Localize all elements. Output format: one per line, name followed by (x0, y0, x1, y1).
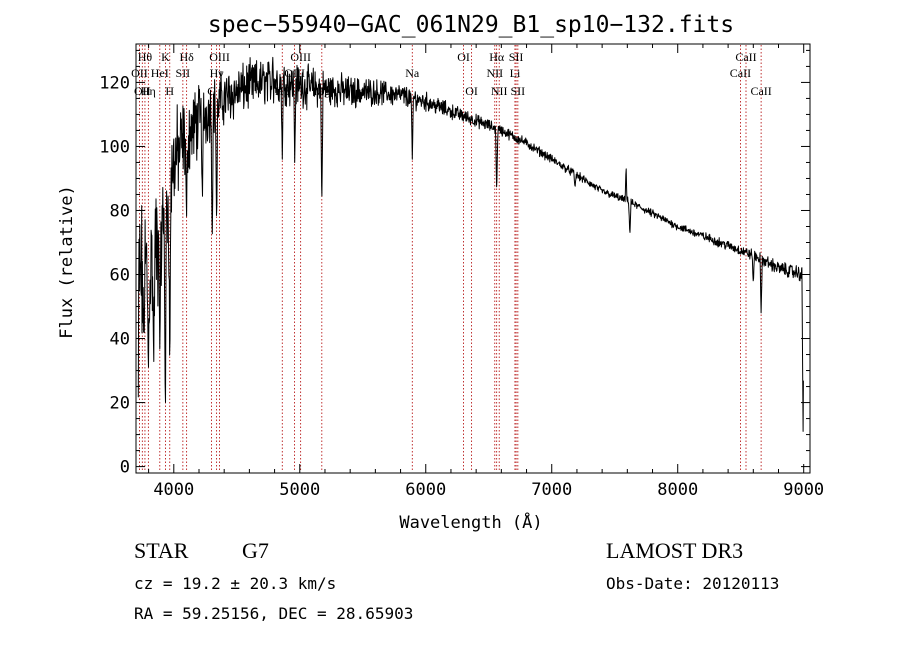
spectrum-line (137, 56, 804, 432)
line-marker-label: CaII (750, 84, 771, 98)
line-marker-label: HeI (151, 66, 169, 80)
x-tick-label: 9000 (783, 480, 824, 500)
line-marker-label: Na (405, 66, 420, 80)
ra-dec: RA = 59.25156, DEC = 28.65903 (134, 604, 413, 623)
line-marker-label: Hη (141, 84, 156, 98)
y-axis-ticks: 0 20 40 60 80 100 120 (99, 49, 810, 478)
object-class: STAR (134, 538, 189, 563)
line-marker-label: CaII (730, 66, 751, 80)
x-tick-label: 8000 (657, 480, 698, 500)
line-marker-label: Hα (489, 50, 505, 64)
line-marker-label: NII (491, 84, 508, 98)
redshift-cz: cz = 19.2 ± 20.3 km/s (134, 574, 336, 593)
y-tick-label: 80 (110, 201, 130, 221)
line-marker-label: Hδ (179, 50, 194, 64)
x-tick-label: 7000 (531, 480, 572, 500)
y-tick-label: 20 (110, 394, 130, 414)
x-tick-label: 5000 (279, 480, 320, 500)
line-marker-label: SII (176, 66, 191, 80)
line-marker-label: CaII (735, 50, 756, 64)
info-block: STAR G7 cz = 19.2 ± 20.3 km/s RA = 59.25… (134, 538, 779, 623)
y-tick-label: 100 (99, 137, 130, 157)
y-tick-label: 120 (99, 73, 130, 93)
line-marker-label: OI (465, 84, 478, 98)
x-tick-label: 6000 (405, 480, 446, 500)
line-marker-label: NII (486, 66, 503, 80)
line-marker-label: OIII (290, 50, 311, 64)
x-axis-ticks: 4000 5000 6000 7000 8000 9000 (148, 44, 824, 500)
line-marker-label: H (165, 84, 174, 98)
line-marker-label: OII (134, 84, 151, 98)
y-axis-label: Flux (relative) (57, 185, 77, 339)
y-tick-label: 0 (120, 458, 130, 478)
line-marker-label: Hγ (210, 66, 225, 80)
object-subclass: G7 (242, 538, 269, 563)
line-marker-label: OIII (209, 50, 230, 64)
line-marker-label: SII (511, 84, 526, 98)
spectrum-series (137, 56, 804, 432)
line-marker-label: OII (131, 66, 148, 80)
y-tick-label: 40 (110, 330, 130, 350)
y-tick-label: 60 (110, 266, 130, 286)
line-marker-label: Hθ (138, 50, 153, 64)
x-tick-label: 4000 (153, 480, 194, 500)
line-marker-lines (139, 45, 762, 472)
chart-title: spec−55940−GAC_061N29_B1_sp10−132.fits (208, 12, 734, 38)
line-marker-label: Li (510, 66, 521, 80)
survey-name: LAMOST DR3 (606, 538, 743, 563)
obs-date: Obs-Date: 20120113 (606, 574, 779, 593)
line-marker-label: K (161, 50, 170, 64)
line-marker-label: OI (457, 50, 470, 64)
line-marker-label: SII (509, 50, 524, 64)
line-marker-label: G (207, 84, 216, 98)
x-axis-label: Wavelength (Å) (399, 511, 542, 533)
